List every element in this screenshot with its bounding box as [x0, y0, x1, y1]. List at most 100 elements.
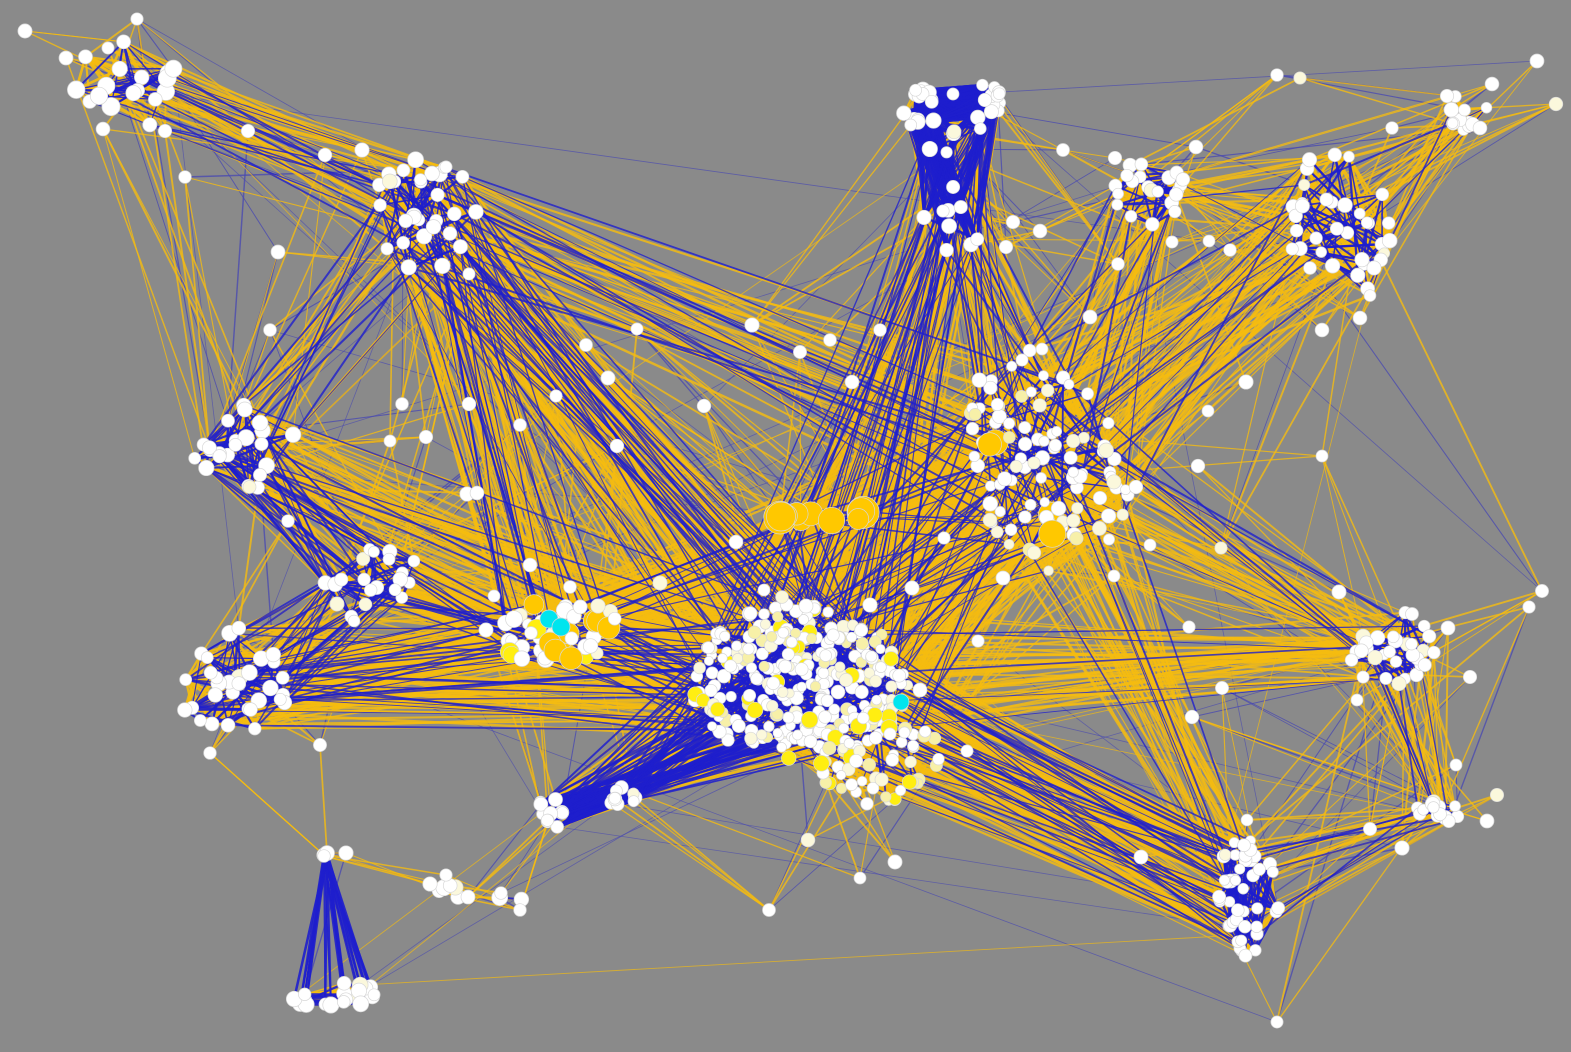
- graph-node[interactable]: [758, 608, 770, 620]
- graph-node[interactable]: [1018, 510, 1032, 524]
- graph-node[interactable]: [759, 618, 771, 630]
- graph-node[interactable]: [1151, 185, 1164, 198]
- graph-node[interactable]: [883, 727, 897, 741]
- graph-node[interactable]: [1350, 693, 1364, 707]
- graph-node[interactable]: [716, 669, 732, 684]
- graph-node[interactable]: [505, 610, 523, 628]
- graph-node[interactable]: [863, 667, 875, 679]
- graph-node[interactable]: [1133, 849, 1149, 865]
- graph-node[interactable]: [701, 641, 715, 655]
- graph-node[interactable]: [228, 438, 243, 452]
- graph-node[interactable]: [383, 434, 397, 448]
- graph-node[interactable]: [317, 147, 333, 163]
- graph-node[interactable]: [895, 736, 908, 748]
- graph-node[interactable]: [1383, 645, 1396, 659]
- graph-node[interactable]: [1238, 374, 1254, 390]
- graph-node[interactable]: [67, 80, 86, 99]
- graph-node[interactable]: [992, 87, 1006, 100]
- graph-node[interactable]: [380, 242, 394, 256]
- graph-node[interactable]: [1366, 260, 1382, 276]
- graph-node[interactable]: [1375, 187, 1390, 202]
- graph-node[interactable]: [1252, 862, 1266, 876]
- graph-node-hub[interactable]: [817, 506, 846, 535]
- graph-node[interactable]: [757, 583, 771, 597]
- graph-node[interactable]: [940, 146, 953, 159]
- graph-node[interactable]: [273, 692, 287, 706]
- graph-node[interactable]: [826, 628, 840, 642]
- graph-node[interactable]: [693, 661, 706, 675]
- graph-node[interactable]: [968, 450, 980, 463]
- graph-node[interactable]: [1024, 498, 1037, 511]
- graph-node[interactable]: [907, 739, 919, 752]
- graph-node[interactable]: [424, 165, 440, 182]
- graph-node[interactable]: [193, 714, 207, 727]
- graph-node[interactable]: [998, 239, 1014, 255]
- graph-node[interactable]: [921, 140, 938, 158]
- graph-node[interactable]: [134, 69, 150, 85]
- graph-node[interactable]: [744, 317, 760, 333]
- graph-node[interactable]: [1449, 758, 1463, 772]
- graph-node[interactable]: [1018, 421, 1032, 435]
- graph-node[interactable]: [723, 659, 738, 673]
- graph-node[interactable]: [336, 995, 351, 1009]
- graph-node[interactable]: [746, 701, 764, 719]
- graph-node[interactable]: [809, 680, 822, 692]
- graph-node[interactable]: [522, 557, 538, 573]
- graph-node[interactable]: [1458, 103, 1471, 117]
- graph-node[interactable]: [792, 729, 803, 741]
- graph-node[interactable]: [822, 606, 834, 618]
- graph-node[interactable]: [460, 889, 476, 905]
- graph-node[interactable]: [338, 845, 354, 861]
- graph-node[interactable]: [828, 703, 841, 716]
- graph-node[interactable]: [439, 160, 453, 174]
- graph-node[interactable]: [803, 734, 818, 749]
- graph-node[interactable]: [275, 670, 290, 685]
- graph-node[interactable]: [220, 718, 236, 733]
- graph-node[interactable]: [89, 86, 109, 105]
- graph-node[interactable]: [1314, 322, 1330, 338]
- graph-node[interactable]: [696, 398, 712, 414]
- graph-node-hub[interactable]: [1038, 519, 1067, 548]
- graph-node[interactable]: [298, 987, 312, 1001]
- graph-node[interactable]: [1251, 902, 1264, 915]
- graph-node[interactable]: [977, 92, 992, 108]
- graph-node[interactable]: [1343, 150, 1355, 163]
- graph-node[interactable]: [240, 123, 256, 139]
- graph-node[interactable]: [885, 753, 899, 767]
- graph-node[interactable]: [1201, 404, 1215, 418]
- graph-node[interactable]: [742, 642, 755, 656]
- graph-node[interactable]: [198, 459, 215, 477]
- graph-node[interactable]: [1427, 801, 1440, 814]
- graph-node-hub[interactable]: [977, 432, 1002, 457]
- graph-node[interactable]: [796, 681, 807, 693]
- graph-node[interactable]: [806, 633, 818, 645]
- graph-node[interactable]: [817, 667, 830, 679]
- graph-node[interactable]: [1319, 192, 1334, 207]
- graph-node[interactable]: [1092, 490, 1108, 506]
- graph-node[interactable]: [251, 414, 269, 432]
- graph-node[interactable]: [717, 653, 728, 664]
- graph-node[interactable]: [845, 778, 858, 791]
- graph-node[interactable]: [1015, 353, 1029, 367]
- graph-node[interactable]: [396, 163, 411, 178]
- graph-node[interactable]: [1443, 102, 1460, 118]
- graph-node[interactable]: [1309, 231, 1323, 245]
- graph-node[interactable]: [982, 512, 998, 528]
- graph-node[interactable]: [1266, 865, 1279, 878]
- graph-node[interactable]: [204, 716, 220, 732]
- graph-node[interactable]: [1352, 310, 1368, 326]
- graph-node[interactable]: [968, 408, 982, 421]
- graph-node[interactable]: [844, 374, 860, 390]
- graph-node[interactable]: [1038, 370, 1049, 381]
- graph-node[interactable]: [936, 204, 950, 218]
- graph-node[interactable]: [572, 599, 588, 615]
- graph-node[interactable]: [116, 34, 131, 50]
- graph-node[interactable]: [237, 429, 255, 447]
- graph-node[interactable]: [130, 12, 144, 26]
- graph-node[interactable]: [1111, 198, 1124, 211]
- graph-node[interactable]: [794, 662, 809, 677]
- graph-node[interactable]: [904, 755, 917, 769]
- graph-node[interactable]: [254, 437, 269, 451]
- graph-node[interactable]: [766, 699, 779, 713]
- graph-node[interactable]: [822, 741, 837, 756]
